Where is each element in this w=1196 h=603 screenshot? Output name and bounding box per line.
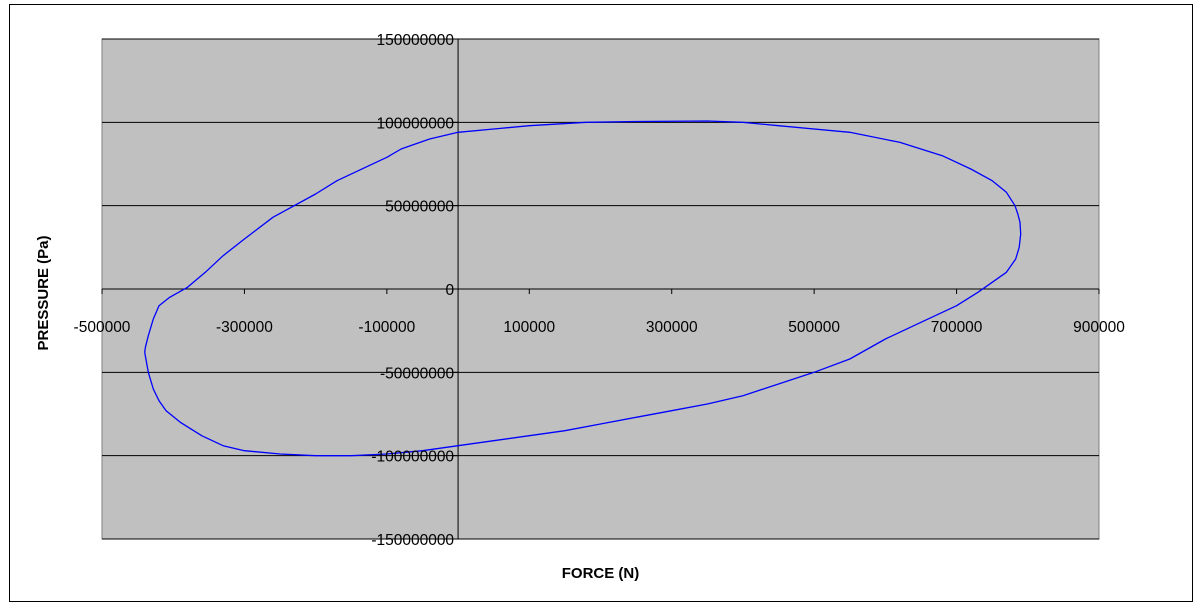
axes	[101, 38, 1100, 540]
x-tick-label: -500000	[74, 319, 131, 336]
series-layer	[144, 120, 1022, 457]
x-tick-label: 700000	[931, 319, 983, 336]
chart-border	[9, 4, 1193, 602]
x-tick-label: 300000	[646, 319, 698, 336]
y-tick-label: -50000000	[380, 365, 455, 382]
y-tick-label: 50000000	[385, 199, 454, 216]
y-axis-title: PRESSURE (Pa)	[35, 235, 52, 350]
x-tick-label: 500000	[788, 319, 840, 336]
x-tick-label: 100000	[503, 319, 555, 336]
x-tick-label: -100000	[358, 319, 415, 336]
y-tick-label: 150000000	[376, 32, 454, 49]
y-tick-label: -150000000	[371, 532, 454, 549]
y-tick-label: -100000000	[371, 449, 454, 466]
x-tick-label: -300000	[216, 319, 273, 336]
y-tick-label: 0	[445, 282, 454, 299]
x-tick-label: 900000	[1073, 319, 1125, 336]
tick-labels: -500000 -300000 -100000 100000 300000 500000 7…	[74, 32, 1126, 549]
x-axis-title: FORCE (N)	[562, 565, 640, 582]
series-line	[144, 120, 1022, 457]
y-tick-label: 100000000	[376, 115, 454, 132]
